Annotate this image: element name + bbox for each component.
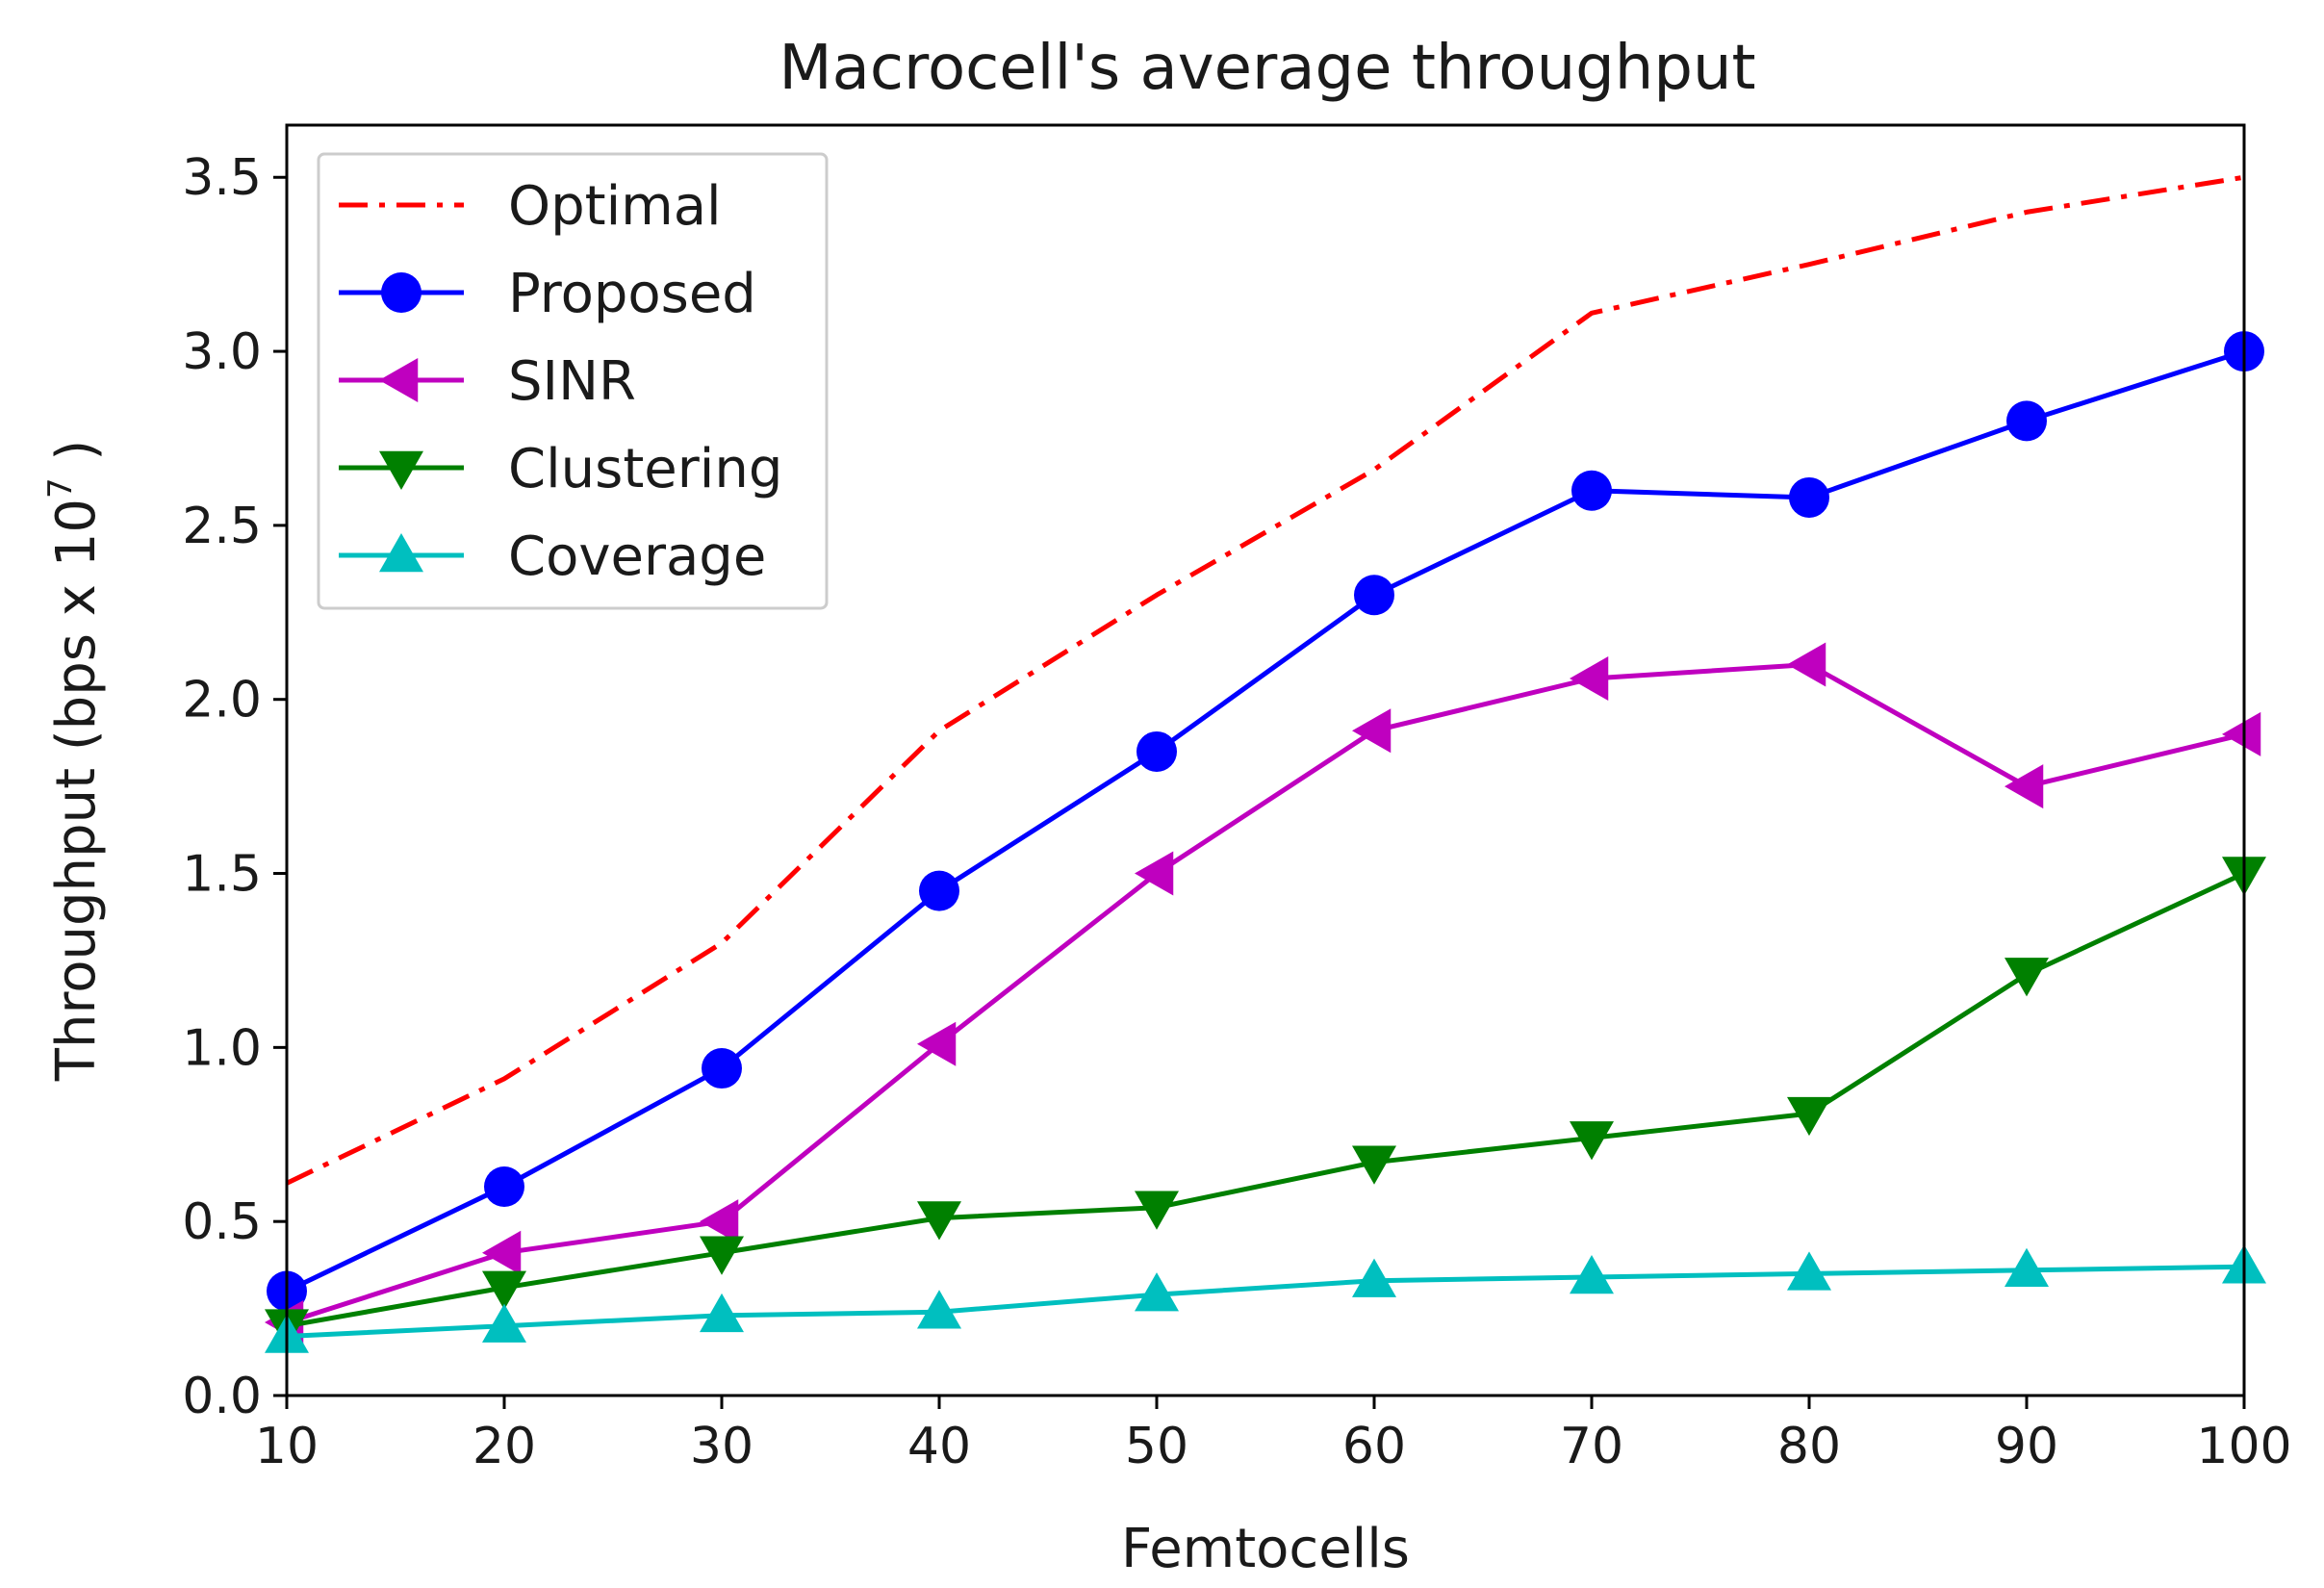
- x-axis: 10 20 30 40 50 60 70 80 90 100: [255, 1396, 2292, 1475]
- x-tick-label: 50: [1125, 1418, 1188, 1475]
- plot-area: [265, 174, 2266, 1353]
- y-axis-label: Throughput (bps x 107 ): [41, 440, 108, 1083]
- data-point-sinr: [1135, 851, 1174, 896]
- y-tick-label: 0.0: [182, 1368, 262, 1425]
- y-tick-label: 3.0: [182, 323, 262, 381]
- data-point-coverage: [1352, 1258, 1396, 1297]
- legend-box: [317, 152, 829, 610]
- data-point-sinr: [1352, 708, 1392, 754]
- data-point-coverage: [2005, 1247, 2049, 1288]
- y-axis-label-suffix: ): [45, 440, 108, 478]
- data-point-clustering: [917, 1201, 961, 1241]
- y-tick-label: 3.5: [182, 149, 262, 207]
- legend-label: Clustering: [508, 438, 782, 500]
- series-line-coverage: [286, 1264, 2245, 1339]
- data-point-sinr: [700, 1199, 739, 1244]
- y-axis-label-prefix: Throughput (bps x 10: [45, 499, 108, 1082]
- data-point-coverage: [482, 1303, 526, 1343]
- data-point-clustering: [700, 1236, 744, 1275]
- legend-marker: [379, 533, 423, 573]
- data-point-coverage: [917, 1290, 961, 1329]
- data-point-clustering: [2005, 958, 2049, 997]
- legend-item-optimal: Optimal: [339, 175, 722, 238]
- data-point-proposed: [1354, 575, 1394, 616]
- data-point-clustering: [1570, 1121, 1614, 1161]
- x-axis-label: Femtocells: [1121, 1518, 1410, 1580]
- data-point-proposed: [919, 870, 959, 911]
- y-axis-label-exponent: 7: [41, 477, 80, 499]
- data-point-clustering: [1352, 1145, 1396, 1185]
- legend-marker: [379, 450, 423, 490]
- legend-label: Proposed: [508, 263, 756, 325]
- data-point-clustering: [482, 1270, 526, 1310]
- x-tick-label: 90: [1995, 1418, 2058, 1475]
- data-point-proposed: [484, 1166, 524, 1208]
- data-point-proposed: [702, 1048, 742, 1089]
- series-line-clustering: [286, 871, 2246, 1329]
- y-tick-label: 0.5: [182, 1193, 262, 1251]
- axes-frame: [285, 123, 2246, 1397]
- legend-marker: [379, 358, 419, 402]
- data-point-proposed: [2006, 400, 2047, 442]
- x-tick-label: 40: [907, 1418, 971, 1475]
- series-line-optimal: [285, 174, 2245, 1186]
- series-coverage: [265, 1244, 2266, 1353]
- data-point-sinr: [2005, 764, 2044, 809]
- data-point-sinr: [1570, 656, 1609, 702]
- chart-title: Macrocell's average throughput: [779, 33, 1755, 104]
- data-point-coverage: [1570, 1255, 1614, 1294]
- x-tick-label: 70: [1560, 1418, 1623, 1475]
- series-line-proposed: [285, 348, 2245, 1293]
- series-proposed: [267, 331, 2264, 1312]
- data-point-proposed: [1789, 476, 1829, 518]
- data-point-clustering: [1135, 1191, 1179, 1230]
- x-tick-label: 80: [1777, 1418, 1841, 1475]
- data-point-sinr: [917, 1021, 957, 1066]
- data-point-proposed: [1136, 730, 1177, 772]
- series-line-sinr: [286, 662, 2245, 1325]
- x-tick-label: 60: [1342, 1418, 1406, 1475]
- data-point-sinr: [482, 1230, 522, 1275]
- data-point-sinr: [2222, 711, 2261, 756]
- legend-label: SINR: [508, 350, 636, 413]
- legend: Optimal Proposed SINR Clustering Coverage: [317, 152, 829, 610]
- legend-item-proposed: Proposed: [339, 263, 756, 325]
- x-tick-label: 20: [472, 1418, 536, 1475]
- data-point-clustering: [1787, 1096, 1831, 1137]
- legend-item-clustering: Clustering: [339, 438, 782, 500]
- series-optimal: [285, 174, 2245, 1186]
- x-tick-label: 30: [690, 1418, 753, 1475]
- x-tick-label: 10: [255, 1418, 319, 1475]
- legend-marker: [381, 272, 421, 313]
- legend-label: Coverage: [508, 525, 766, 588]
- x-tick-label: 100: [2196, 1418, 2291, 1475]
- data-point-coverage: [700, 1293, 744, 1333]
- data-point-proposed: [1571, 470, 1612, 511]
- legend-item-sinr: SINR: [339, 350, 636, 413]
- legend-item-coverage: Coverage: [339, 525, 766, 588]
- y-tick-label: 1.5: [182, 846, 262, 904]
- data-point-sinr: [1787, 642, 1826, 687]
- data-point-coverage: [1787, 1251, 1831, 1291]
- y-tick-label: 2.5: [182, 498, 262, 555]
- series-sinr: [265, 642, 2261, 1345]
- y-tick-label: 2.0: [182, 672, 262, 730]
- y-axis: 0.0 0.5 1.0 1.5 2.0 2.5 3.0 3.5: [182, 149, 287, 1425]
- data-point-coverage: [1135, 1272, 1179, 1312]
- legend-label: Optimal: [508, 175, 722, 238]
- y-tick-label: 1.0: [182, 1019, 262, 1077]
- series-clustering: [265, 857, 2266, 1348]
